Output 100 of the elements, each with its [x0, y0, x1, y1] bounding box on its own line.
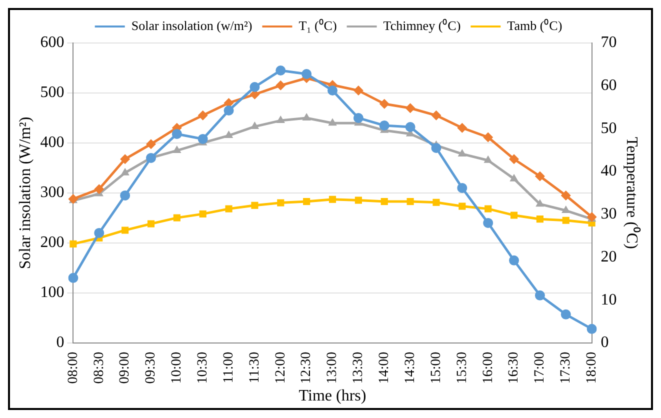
y-tick-label: 300	[40, 184, 64, 202]
point	[431, 110, 442, 120]
point	[510, 174, 518, 182]
point	[276, 65, 286, 76]
point	[379, 120, 390, 130]
point	[94, 184, 104, 194]
point	[586, 324, 597, 334]
point	[354, 196, 362, 204]
point	[302, 112, 311, 120]
x-tick-label: 13:30	[351, 352, 366, 384]
point	[510, 212, 518, 219]
point	[70, 240, 77, 248]
y2-tick-label: 0	[600, 334, 609, 352]
point	[458, 148, 466, 156]
point	[353, 86, 364, 96]
point	[586, 212, 597, 222]
point	[251, 202, 258, 209]
y-tick-label: 200	[40, 234, 64, 252]
x-tick-label: 12:00	[273, 352, 288, 384]
x-tick-label: 08:30	[92, 352, 107, 384]
y2-axis-title: Temperature (⁰C)	[623, 136, 642, 249]
y2-tick-label: 50	[600, 120, 617, 137]
point	[120, 168, 130, 176]
point	[536, 199, 544, 207]
x-tick-label: 09:00	[118, 352, 133, 384]
y2-tick-label: 30	[600, 206, 617, 223]
x-tick-label: 18:00	[584, 352, 600, 384]
point	[483, 132, 494, 142]
point	[68, 272, 78, 283]
x-tick-label: 14:00	[377, 352, 392, 384]
legend-label: Solar insolation (w/m²)	[131, 18, 252, 33]
point	[328, 196, 336, 203]
point	[224, 130, 234, 138]
point	[120, 154, 130, 164]
y2-tick-label: 10	[600, 291, 617, 308]
x-axis-title: Time (hrs)	[298, 388, 366, 405]
x-tick-label: 11:00	[221, 352, 236, 384]
point	[484, 155, 492, 163]
point	[199, 210, 206, 218]
point	[277, 199, 284, 206]
point	[431, 142, 442, 153]
point	[380, 198, 388, 206]
x-tick-label: 17:00	[532, 352, 548, 384]
point	[353, 112, 364, 123]
y-tick-label: 400	[40, 134, 64, 152]
point	[432, 198, 440, 206]
point	[457, 182, 468, 193]
point	[224, 105, 234, 116]
point	[146, 152, 156, 163]
x-tick-label: 12:30	[299, 352, 314, 384]
point	[147, 220, 155, 228]
point	[405, 122, 416, 132]
point	[146, 139, 156, 150]
y-tick-label: 500	[40, 84, 64, 102]
point	[536, 216, 544, 223]
point	[560, 309, 571, 320]
point	[225, 205, 232, 212]
point	[250, 82, 260, 92]
point	[173, 214, 180, 222]
point	[120, 190, 130, 200]
point	[276, 80, 286, 90]
point	[458, 202, 466, 210]
point	[198, 110, 208, 120]
point	[562, 216, 570, 224]
y-tick-label: 0	[56, 334, 64, 352]
x-tick-label: 09:30	[144, 352, 159, 384]
x-tick-label: 16:00	[480, 352, 496, 384]
y2-tick-label: 70	[600, 34, 617, 52]
x-tick-label: 15:30	[454, 352, 470, 384]
point	[122, 226, 129, 234]
point	[172, 146, 182, 154]
point	[328, 118, 337, 126]
legend-label: Tamb (⁰C)	[507, 18, 562, 33]
x-tick-label: 10:00	[170, 352, 185, 384]
y2-tick-label: 20	[600, 248, 617, 266]
point	[328, 85, 338, 96]
point	[560, 190, 571, 201]
point	[509, 255, 520, 266]
point	[457, 122, 468, 133]
x-tick-label: 08:00	[66, 352, 81, 384]
point	[198, 134, 208, 144]
y2-tick-label: 40	[600, 162, 617, 180]
point	[379, 98, 390, 109]
point	[509, 154, 520, 164]
x-tick-label: 10:30	[196, 352, 211, 384]
point	[484, 205, 492, 212]
x-tick-label: 14:30	[402, 352, 418, 384]
legend-label: Tchimney (⁰C)	[383, 18, 461, 33]
x-tick-label: 17:30	[558, 352, 574, 384]
x-tick-label: 15:00	[428, 352, 444, 384]
point	[534, 290, 545, 300]
x-tick-label: 16:30	[506, 352, 522, 384]
x-tick-label: 13:00	[325, 352, 340, 384]
point	[94, 228, 104, 238]
legend-label: T₁ (⁰C)	[298, 18, 337, 33]
point	[406, 198, 414, 206]
point	[172, 128, 182, 139]
y2-tick-label: 60	[600, 77, 617, 94]
point	[483, 218, 494, 228]
point	[405, 103, 416, 114]
